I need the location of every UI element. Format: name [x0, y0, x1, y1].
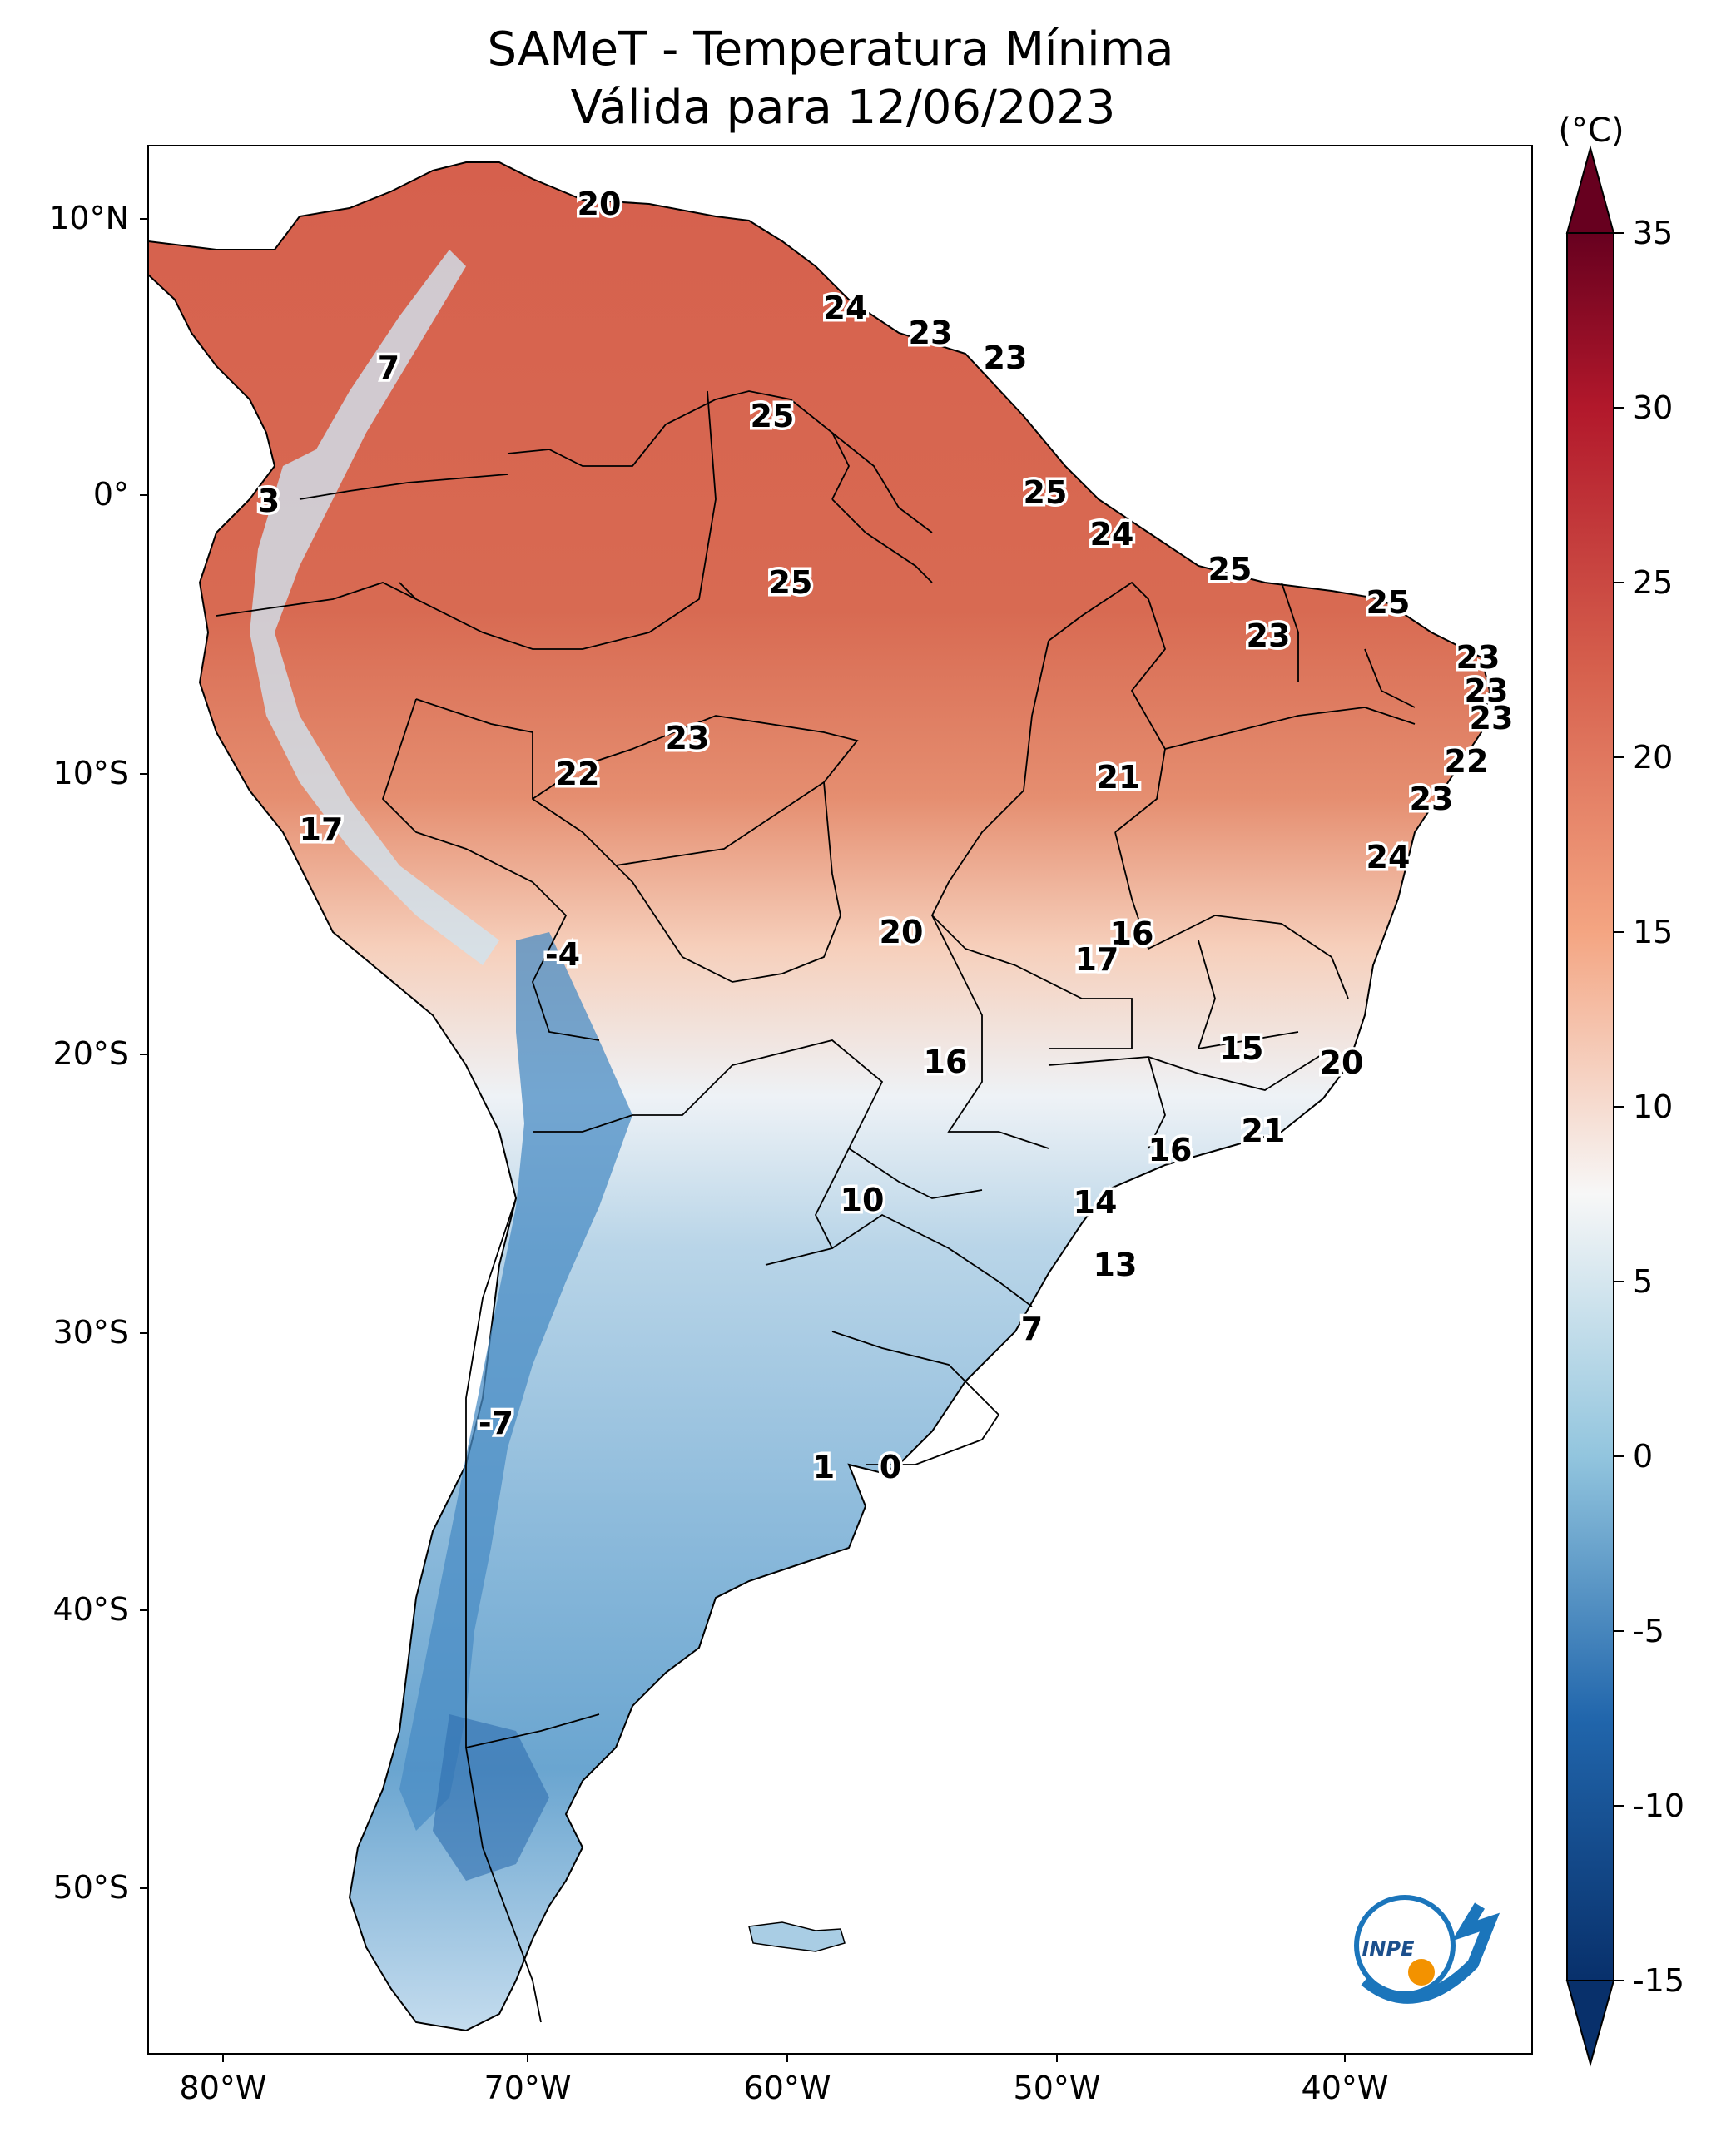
temperature-value-label: 22: [1445, 743, 1489, 780]
colorbar: (°C) 35 30 25 20 15 10 5 0 -5 -10 -15: [1558, 112, 1684, 2067]
lat-tick-label: 50°S: [53, 1869, 129, 1906]
andes-cold-band: [399, 932, 632, 1831]
temperature-value-label: 16: [924, 1044, 968, 1080]
colorbar-tick-label: 0: [1633, 1438, 1653, 1475]
lon-tick-label: 70°W: [484, 2070, 572, 2106]
temperature-value-label: 24: [1090, 516, 1134, 553]
temperature-value-label: 16: [1110, 915, 1154, 952]
temperature-value-label: 25: [751, 398, 795, 434]
temperature-value-label: 23: [1456, 639, 1500, 676]
temperature-value-label: 16: [1148, 1132, 1193, 1168]
colorbar-ticks: 35 30 25 20 15 10 5 0 -5 -10 -15: [1614, 215, 1684, 1999]
temperature-value-label: 23: [1470, 700, 1514, 736]
country-borders: [216, 390, 1416, 2023]
lat-tick-label: 0°: [93, 476, 129, 513]
temperature-value-label: 21: [1242, 1113, 1286, 1149]
andes-north-cold: [250, 250, 499, 965]
logo-arrow-icon: [1361, 1902, 1500, 2004]
temperature-value-label: 24: [824, 290, 868, 326]
logo-text: INPE: [1362, 1937, 1416, 1961]
temperature-value-label: 21: [1097, 759, 1141, 796]
inpe-logo: INPE: [1354, 1895, 1500, 2004]
colorbar-tick-label: 35: [1633, 215, 1673, 251]
temperature-value-label: 23: [666, 720, 710, 756]
temperature-value-label: 7: [378, 350, 399, 386]
temperature-value-label: 23: [984, 340, 1028, 376]
temperature-value-label: 23: [1465, 672, 1509, 709]
lat-tick-label: 10°N: [49, 200, 129, 236]
temperature-value-label: 7: [1021, 1311, 1043, 1347]
colorbar-units: (°C): [1558, 112, 1624, 150]
falkland-islands: [748, 1921, 846, 1952]
temperature-value-label: 20: [578, 186, 622, 222]
latitude-axis: 10°N 0° 10°S 20°S 30°S 40°S 50°S: [49, 200, 148, 1906]
temperature-value-label: 23: [1410, 781, 1454, 817]
temperature-value-label: 25: [1366, 584, 1411, 621]
temperature-value-label: 25: [1208, 551, 1252, 588]
lat-tick-label: 10°S: [53, 755, 129, 791]
temperature-value-label: 0: [880, 1449, 901, 1485]
temperature-value-label: 23: [1247, 617, 1291, 654]
lon-tick-label: 40°W: [1302, 2070, 1389, 2106]
temperature-value-label: 20: [880, 914, 924, 950]
colorbar-tick-label: 25: [1633, 564, 1673, 601]
lon-tick-label: 50°W: [1014, 2070, 1101, 2106]
lat-tick-label: 20°S: [53, 1035, 129, 1072]
colorbar-tick-label: -10: [1633, 1788, 1684, 1824]
lon-tick-label: 80°W: [180, 2070, 267, 2106]
logo-orange-dot: [1408, 1959, 1435, 1986]
colorbar-gradient: [1566, 232, 1614, 1981]
map-subtitle: Válida para 12/06/2023: [571, 81, 1116, 135]
temperature-value-label: 14: [1074, 1184, 1118, 1221]
temperature-value-label: -7: [479, 1405, 513, 1441]
temperature-value-label: 17: [1075, 941, 1119, 978]
lat-tick-label: 30°S: [53, 1314, 129, 1351]
temperature-value-label: 24: [1366, 839, 1411, 875]
temperature-value-label: 3: [258, 483, 280, 519]
colorbar-tick-label: 30: [1633, 389, 1673, 426]
temperature-value-label: 20: [1320, 1044, 1364, 1081]
temperature-value-label: 15: [1220, 1030, 1264, 1067]
colorbar-tick-label: -5: [1633, 1613, 1664, 1649]
colorbar-min-extension: [1565, 1980, 1615, 2067]
temperature-value-label: 23: [909, 315, 953, 351]
colorbar-max-extension: [1565, 145, 1615, 234]
temperature-value-label: 25: [1024, 474, 1068, 511]
colorbar-tick-label: 15: [1633, 914, 1673, 950]
south-america-landmass: [148, 161, 1491, 2032]
colorbar-tick-label: 20: [1633, 739, 1673, 776]
colorbar-tick-label: 10: [1633, 1088, 1673, 1125]
temperature-value-label: 10: [841, 1182, 885, 1218]
colorbar-tick-label: 5: [1633, 1263, 1653, 1300]
temperature-value-label: -4: [545, 936, 580, 973]
map-title: SAMeT - Temperatura Mínima: [487, 22, 1173, 77]
patagonia-cold: [433, 1714, 549, 1881]
lon-tick-label: 60°W: [744, 2070, 831, 2106]
colorbar-tick-label: -15: [1633, 1962, 1684, 1999]
temperature-value-label: 25: [769, 564, 813, 601]
temperature-value-label: 1: [813, 1449, 835, 1485]
map-frame: [147, 145, 1533, 2055]
temperature-value-label: 13: [1094, 1247, 1138, 1283]
temperature-value-label: 17: [300, 811, 344, 848]
temperature-value-label: 22: [556, 756, 600, 792]
lat-tick-label: 40°S: [53, 1591, 129, 1628]
longitude-axis: 80°W 70°W 60°W 50°W 40°W: [180, 2054, 1389, 2106]
